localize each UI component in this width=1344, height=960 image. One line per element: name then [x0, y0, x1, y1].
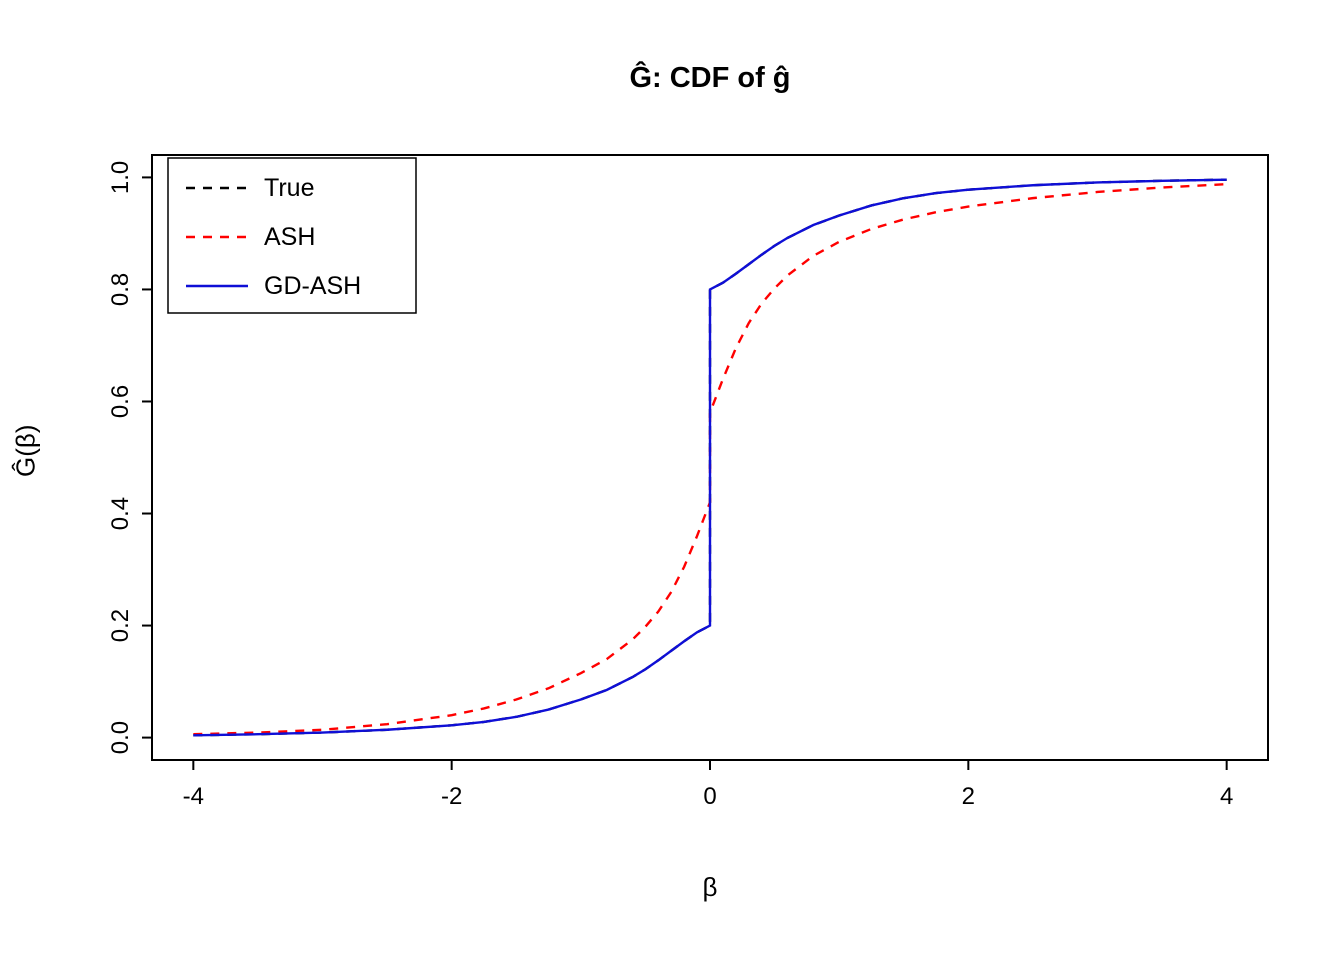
x-tick-label: 0	[703, 783, 716, 810]
legend-box	[167, 157, 417, 314]
y-tick-label: 0.8	[107, 273, 134, 306]
x-tick-label: 4	[1220, 783, 1233, 810]
y-tick-label: 0.2	[107, 609, 134, 642]
x-tick-label: 2	[962, 783, 975, 810]
y-tick-label: 0.4	[107, 497, 134, 530]
y-axis-label: Ĝ(β)	[10, 424, 41, 478]
y-tick-label: 0.0	[107, 721, 134, 754]
y-tick-label: 1.0	[107, 161, 134, 194]
legend-label-ash: ASH	[264, 223, 315, 251]
x-tick-label: -2	[441, 783, 462, 810]
plot-box	[151, 154, 1269, 761]
x-tick-label: -4	[183, 783, 204, 810]
legend-label-true: True	[264, 174, 314, 202]
legend-label-gd-ash: GD-ASH	[264, 272, 361, 300]
series-line-gd-ash	[193, 178, 1227, 737]
chart-title: Ĝ: CDF of ĝ	[629, 62, 791, 94]
x-axis-label: β	[702, 872, 718, 902]
y-tick-label: 0.6	[107, 385, 134, 418]
